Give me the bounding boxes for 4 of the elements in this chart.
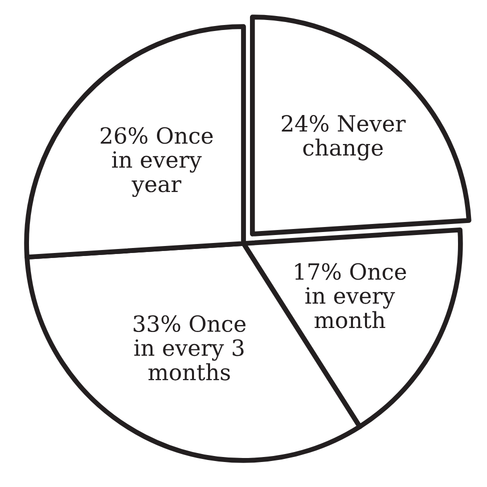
slice-label: 26% Once in every year xyxy=(100,127,213,197)
slice-label: 17% Once in every month xyxy=(295,263,406,328)
slice-label: 24% Never change xyxy=(282,115,406,160)
slice-label: 33% Once in every 3 months xyxy=(134,315,246,380)
